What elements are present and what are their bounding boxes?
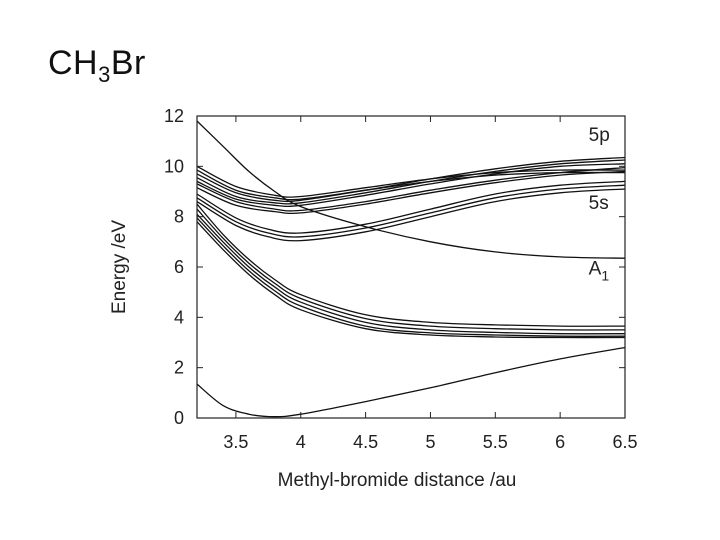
y-tick-label: 4 (174, 307, 184, 327)
x-tick-label: 5 (425, 432, 435, 452)
annotation-label: 5s (589, 193, 609, 214)
annotation-label: 5p (589, 125, 610, 146)
x-tick-label: 6 (555, 432, 565, 452)
energy-curve-12 (196, 159, 626, 205)
y-tick-label: 8 (174, 207, 184, 227)
title-subscript: 3 (98, 62, 111, 87)
energy-curve-16 (196, 169, 626, 201)
x-tick-label: 5.5 (483, 432, 508, 452)
y-axis-label: Energy /eV (109, 220, 130, 314)
energy-curve-7 (196, 221, 626, 339)
energy-curve-15 (196, 170, 626, 215)
y-tick-label: 10 (164, 156, 184, 176)
y-axis-ticks: 0 2 4 6 8 10 12 (164, 106, 625, 428)
title-end: Br (110, 44, 146, 82)
x-axis-label: Methyl-bromide distance /au (278, 470, 517, 491)
energy-curve-10 (196, 180, 626, 234)
energy-curve-3 (196, 203, 626, 327)
y-tick-label: 6 (174, 257, 184, 277)
x-tick-label: 4.5 (353, 432, 378, 452)
energy-curve-11 (196, 163, 626, 207)
x-tick-label: 6.5 (612, 432, 637, 452)
x-tick-label: 3.5 (223, 432, 248, 452)
energy-curve-2 (196, 120, 626, 259)
annotation-label: A1 (589, 259, 610, 284)
x-tick-label: 4 (296, 432, 306, 452)
title-main: CH (48, 44, 99, 82)
y-tick-label: 2 (174, 358, 184, 378)
slide-title: CH3Br (48, 44, 146, 88)
potential-curves (196, 120, 626, 418)
y-tick-label: 0 (174, 408, 184, 428)
annotation-subscript: 1 (601, 268, 609, 284)
energy-curve-9 (196, 184, 626, 238)
energy-curve-5 (196, 213, 626, 335)
y-tick-label: 12 (164, 106, 184, 126)
energy-curve-1 (196, 346, 626, 418)
state-annotations: 5p 5s A1 (589, 125, 610, 283)
x-axis-ticks: 3.5 4 4.5 5 5.5 6 6.5 (223, 116, 638, 452)
energy-curve-6 (196, 217, 626, 337)
energy-curve-8 (196, 188, 626, 242)
energy-curve-14 (196, 166, 626, 212)
energy-curve-4 (196, 208, 626, 331)
energy-curve-17 (196, 165, 626, 198)
